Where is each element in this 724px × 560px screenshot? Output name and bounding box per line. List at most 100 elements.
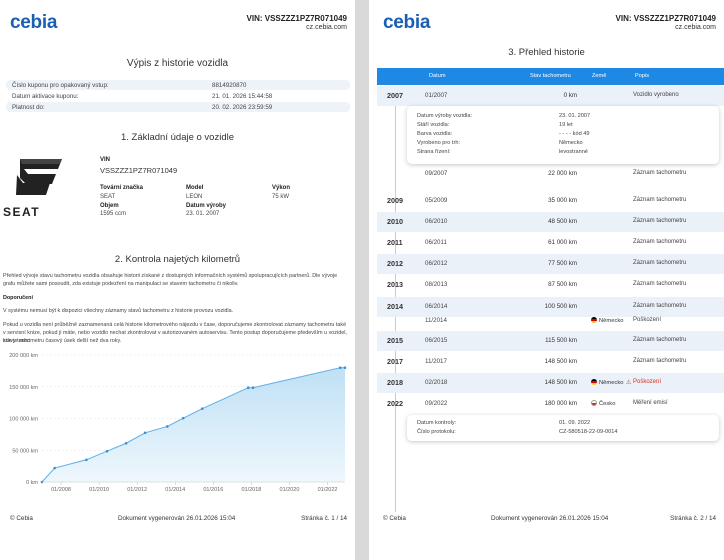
section-title-mileage: 2. Kontrola najetých kilometrů (114, 254, 241, 265)
cebia-logo: cebia (383, 12, 431, 33)
mileage-point (124, 441, 128, 445)
footer-page-number: Stránka č. 2 / 14 (670, 515, 716, 522)
history-date: 06/2010 (425, 218, 448, 225)
cebia-logo: cebia (10, 12, 58, 33)
history-year: 2011 (387, 238, 403, 247)
card-key: Datum kontroly: (417, 420, 457, 426)
mileage-point (181, 416, 185, 420)
german-flag-icon (591, 317, 597, 323)
history-row: 2007 01/2007 0 km Vozidlo vyrobeno (377, 86, 724, 106)
card-key: Barva vozidla: (417, 131, 453, 137)
history-row: 2013 08/2013 87 500 km Záznam tachometru (377, 275, 724, 295)
col-country-header: Země (592, 73, 607, 79)
x-tick-label: 01/2016 (203, 487, 223, 493)
seat-logo-icon (16, 159, 62, 195)
history-row: 09/2007 22 000 km Záznam tachometru (377, 164, 724, 184)
emission-check-card: Datum kontroly: 01. 09. 2022 Číslo proto… (407, 415, 719, 441)
model-label: Model (186, 185, 204, 191)
mileage-point (166, 425, 169, 428)
history-description: Záznam tachometru (633, 337, 687, 343)
footer-page-number: Stránka č. 1 / 14 (301, 515, 347, 522)
y-tick-label: 100 000 km (9, 417, 38, 423)
history-description: Záznam tachometru (633, 303, 687, 309)
card-key: Číslo protokolu: (417, 429, 456, 435)
card-key: Stáří vozidla: (417, 122, 450, 128)
history-row: 2017 11/2017 148 500 km Záznam tachometru (377, 352, 724, 372)
mileage-intro-line2: grafu můžete sami posoudit, zda existuje… (3, 281, 239, 287)
history-description: Záznam tachometru (633, 358, 687, 364)
history-description: Záznam tachometru (633, 281, 687, 287)
history-date: 06/2015 (425, 337, 448, 344)
history-row: 2009 05/2009 35 000 km Záznam tachometru (377, 191, 724, 211)
history-description: Záznam tachometru (633, 260, 687, 266)
section-title-history: 3. Přehled historie (508, 47, 585, 58)
history-country-name: Německo (599, 380, 624, 386)
german-flag-icon (591, 379, 597, 385)
history-date: 02/2018 (425, 379, 448, 386)
history-year: 2017 (387, 357, 403, 366)
history-mileage: 0 km (563, 92, 577, 99)
history-description: Měření emisí (633, 400, 668, 406)
history-country: Německo (591, 317, 623, 324)
seat-logo-text: SEAT (3, 205, 41, 219)
model-value: LEON (186, 194, 203, 200)
col-km-header: Stav tachometru (530, 73, 571, 79)
coupon-value: 8814920870 (212, 81, 247, 89)
production-date-value: 23. 01. 2007 (186, 211, 220, 217)
make-value: SEAT (100, 194, 116, 200)
history-mileage: 77 500 km (548, 260, 577, 267)
vin-label: VIN (100, 157, 111, 163)
recommendation-detail-line3: stavy tachometru časový úsek delší než d… (3, 338, 122, 344)
production-date-label: Datum výroby (186, 203, 227, 209)
history-date: 06/2012 (425, 260, 448, 267)
coupon-row: Datum aktivace kuponu: 21. 01. 2026 15:4… (6, 91, 350, 101)
history-country: Německo (591, 379, 623, 386)
history-date: 06/2011 (425, 239, 447, 246)
history-mileage: 22 000 km (548, 170, 577, 177)
history-row: 2022 09/2022 180 000 km Česko Měření emisí (377, 394, 724, 414)
mileage-point (143, 431, 147, 435)
volume-value: 1595 ccm (100, 211, 127, 217)
card-key: Vyrobeno pro trh: (417, 140, 461, 146)
mileage-point (251, 386, 255, 390)
history-date: 11/2014 (425, 317, 447, 324)
history-date: 11/2017 (425, 358, 447, 365)
history-date: 01/2007 (425, 92, 448, 99)
page-header-info: VIN: VSSZZZ1PZ7R071049 cz.cebia.com (247, 14, 347, 31)
history-year: 2009 (387, 196, 403, 205)
mileage-area (42, 367, 345, 482)
mileage-chart-svg: 0 km 50 000 km 100 000 km 150 000 km 200 000… (9, 353, 347, 493)
power-label: Výkon (272, 185, 291, 191)
card-value: 19 let (559, 122, 573, 128)
x-tick-label: 01/2008 (51, 487, 71, 493)
col-date-header: Datum (429, 73, 446, 79)
history-date: 05/2009 (425, 197, 448, 204)
coupon-key: Platnost do: (12, 103, 45, 111)
vin-value: VSSZZZ1PZ7R071049 (100, 166, 178, 175)
history-mileage: 180 000 km (544, 400, 577, 407)
recommendation-text: V systému nemusí být k dispozici všechny… (3, 308, 234, 314)
recommendation-detail-line2: v servisní knize, pokud ji máte, nebo vo… (3, 330, 347, 345)
history-row: 2018 02/2018 148 500 km Německo ⚠ Poškození (377, 373, 724, 393)
recommendation-title: Doporučení (3, 295, 33, 301)
header-site-link[interactable]: cz.cebia.com (675, 24, 716, 31)
card-value: CZ-580518-22-09-0014 (559, 429, 618, 435)
history-date: 06/2014 (425, 303, 448, 310)
card-value: - - - - kód 49 (559, 131, 590, 137)
x-tick-label: 01/2018 (241, 487, 261, 493)
history-mileage: 87 500 km (548, 281, 577, 288)
history-description: Poškození (633, 379, 662, 385)
history-mileage: 115 500 km (545, 337, 577, 344)
history-country-name: Německo (599, 318, 624, 324)
history-mileage: 100 500 km (544, 303, 577, 310)
history-mileage: 35 000 km (548, 197, 577, 204)
history-mileage: 61 000 km (548, 239, 577, 246)
header-site-link[interactable]: cz.cebia.com (306, 24, 347, 31)
y-tick-label: 50 000 km (12, 448, 38, 454)
header-vin: VIN: VSSZZZ1PZ7R071049 (246, 14, 347, 23)
history-year: 2018 (387, 378, 403, 387)
mileage-point (343, 366, 347, 369)
y-tick-label: 0 km (26, 480, 38, 486)
history-date: 09/2022 (425, 400, 448, 407)
page-title: Výpis z historie vozidla (126, 58, 229, 69)
